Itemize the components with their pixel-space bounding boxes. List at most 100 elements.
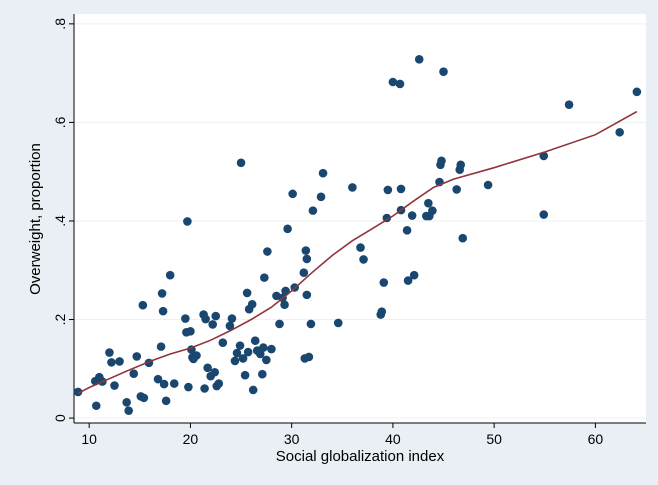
x-tick-label: 40 — [385, 431, 401, 447]
data-point — [159, 379, 169, 389]
data-point — [439, 67, 448, 76]
data-point — [132, 352, 142, 361]
data-point — [201, 314, 210, 324]
data-point — [304, 352, 314, 362]
data-point — [306, 319, 316, 329]
data-point — [214, 379, 224, 388]
data-point — [564, 100, 574, 109]
data-point — [615, 127, 624, 137]
data-point — [377, 307, 387, 316]
data-point — [456, 160, 466, 170]
data-point — [192, 351, 201, 360]
data-point — [139, 393, 149, 403]
data-point — [200, 384, 209, 393]
data-point — [428, 206, 437, 215]
y-tick-label: 0 — [52, 414, 68, 422]
plot-area — [74, 14, 646, 423]
data-point — [262, 355, 271, 365]
data-point — [110, 381, 119, 390]
data-point — [318, 168, 328, 178]
data-point — [129, 369, 139, 379]
y-tick-label: .2 — [52, 313, 68, 325]
fit-line — [77, 110, 638, 395]
data-point — [210, 367, 220, 377]
data-point — [157, 289, 167, 298]
y-tick-label: .6 — [52, 116, 68, 128]
data-point — [236, 158, 246, 168]
data-point — [218, 338, 228, 347]
data-point — [225, 321, 235, 331]
data-point — [247, 299, 257, 309]
data-point — [255, 349, 265, 359]
y-tick-label: .8 — [52, 18, 68, 30]
data-point — [316, 192, 326, 202]
data-point — [107, 358, 116, 367]
data-point — [227, 314, 237, 323]
data-point — [240, 370, 250, 380]
y-axis-label: Overweight, proportion — [27, 143, 44, 295]
data-point — [153, 374, 163, 384]
data-point — [183, 217, 192, 226]
data-point — [308, 206, 318, 215]
data-point — [302, 290, 312, 300]
data-point — [115, 357, 124, 366]
data-point — [260, 273, 269, 282]
data-point — [232, 348, 242, 358]
data-point — [452, 185, 461, 194]
data-point — [267, 344, 276, 354]
x-axis-label: Social globalization index — [276, 448, 445, 465]
data-point — [414, 55, 424, 64]
data-point — [156, 342, 166, 351]
data-point — [333, 318, 343, 328]
data-point — [403, 276, 413, 285]
data-point — [259, 343, 268, 352]
data-point — [73, 387, 83, 397]
data-point — [275, 319, 284, 329]
data-point — [105, 348, 114, 357]
data-point — [122, 398, 131, 407]
y-tick-label: .4 — [52, 215, 68, 227]
data-point — [181, 314, 190, 323]
x-tick-label: 10 — [81, 431, 97, 447]
data-point — [230, 356, 240, 366]
data-point — [383, 185, 393, 195]
data-point — [165, 270, 175, 280]
data-point — [356, 243, 365, 252]
x-tick-label: 50 — [486, 431, 502, 447]
data-point — [248, 385, 258, 395]
data-point — [539, 210, 549, 219]
data-point — [238, 354, 248, 363]
data-point — [169, 379, 179, 388]
data-point — [458, 233, 468, 243]
data-point — [402, 226, 412, 235]
data-point — [424, 198, 433, 208]
x-tick-label: 30 — [284, 431, 300, 447]
data-point — [396, 184, 406, 194]
gridlines — [74, 23, 646, 419]
data-point — [243, 347, 253, 357]
data-point — [208, 320, 217, 329]
data-point — [299, 268, 309, 278]
data-point — [242, 288, 252, 298]
x-tick-label: 60 — [588, 431, 604, 447]
data-point — [91, 401, 101, 411]
data-point — [632, 87, 642, 97]
data-point — [250, 336, 260, 346]
data-point — [283, 224, 292, 234]
data-point — [158, 306, 168, 316]
data-point — [258, 369, 267, 379]
data-point — [211, 311, 221, 321]
data-point — [203, 363, 212, 373]
data-point — [124, 406, 133, 415]
data-point — [359, 255, 368, 264]
data-point — [186, 327, 195, 336]
data-point — [388, 77, 398, 87]
data-point — [301, 246, 311, 255]
data-point — [288, 189, 297, 199]
data-point — [235, 341, 245, 350]
data-point — [280, 300, 289, 310]
data-point — [184, 382, 193, 392]
data-point — [138, 300, 148, 310]
